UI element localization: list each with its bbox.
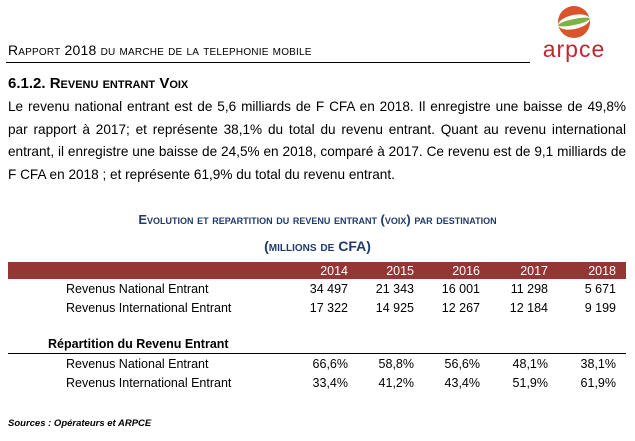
section-paragraph: Le revenu national entrant est de 5,6 mi… xyxy=(8,99,626,182)
table-cell: 66,6% xyxy=(312,357,348,371)
table-title: Evolution et repartition du revenu entra… xyxy=(138,212,497,227)
table-cell: 48,1% xyxy=(512,357,548,371)
table-cell: 33,4% xyxy=(312,376,348,390)
table-row: Revenus International Entrant 17 322 14 … xyxy=(8,301,626,318)
year-header: 2014 xyxy=(320,264,348,278)
table-cell: 51,9% xyxy=(512,376,548,390)
table-unit: (millions de CFA) xyxy=(264,238,371,254)
table-cell: 14 925 xyxy=(375,301,414,315)
table-row: Revenus National Entrant 66,6% 58,8% 56,… xyxy=(8,357,626,374)
row-label: Revenus International Entrant xyxy=(66,376,232,390)
year-header: 2016 xyxy=(452,264,480,278)
table-cell: 5 671 xyxy=(584,282,616,296)
header-rule xyxy=(6,62,530,63)
source-note: Sources : Opérateurs et ARPCE xyxy=(8,418,152,429)
section-title: 6.1.2. Revenu entrant Voix xyxy=(8,75,189,92)
table-row: Revenus International Entrant 33,4% 41,2… xyxy=(8,376,626,393)
logo-swoosh-icon xyxy=(558,6,590,38)
table-cell: 56,6% xyxy=(444,357,480,371)
table-cell: 16 001 xyxy=(441,282,480,296)
table-cell: 12 267 xyxy=(441,301,480,315)
table-cell: 12 184 xyxy=(509,301,548,315)
table-cell: 38,1% xyxy=(580,357,616,371)
table-header: 2014 2015 2016 2017 2018 xyxy=(8,262,626,279)
repartition-header: Répartition du Revenu Entrant xyxy=(8,337,626,354)
year-header: 2018 xyxy=(588,264,616,278)
logo-wordmark: arpce xyxy=(542,36,606,62)
year-header: 2017 xyxy=(520,264,548,278)
table-cell: 61,9% xyxy=(580,376,616,390)
table-cell: 21 343 xyxy=(375,282,414,296)
table-row: Revenus National Entrant 34 497 21 343 1… xyxy=(8,282,626,299)
table-cell: 17 322 xyxy=(309,301,348,315)
table-cell: 41,2% xyxy=(378,376,414,390)
table-cell: 11 298 xyxy=(510,282,548,296)
table-cell: 9 199 xyxy=(584,301,616,315)
row-label: Revenus International Entrant xyxy=(66,301,232,315)
report-header-title: Rapport 2018 du marche de la telephonie … xyxy=(8,42,312,58)
row-label: Revenus National Entrant xyxy=(66,357,209,371)
table-cell: 34 497 xyxy=(309,282,348,296)
table-cell: 43,4% xyxy=(444,376,480,390)
table-cell: 58,8% xyxy=(378,357,414,371)
row-label: Revenus National Entrant xyxy=(66,282,209,296)
year-header: 2015 xyxy=(386,264,414,278)
arpce-logo: arpce xyxy=(524,2,624,64)
repartition-title: Répartition du Revenu Entrant xyxy=(48,337,229,351)
